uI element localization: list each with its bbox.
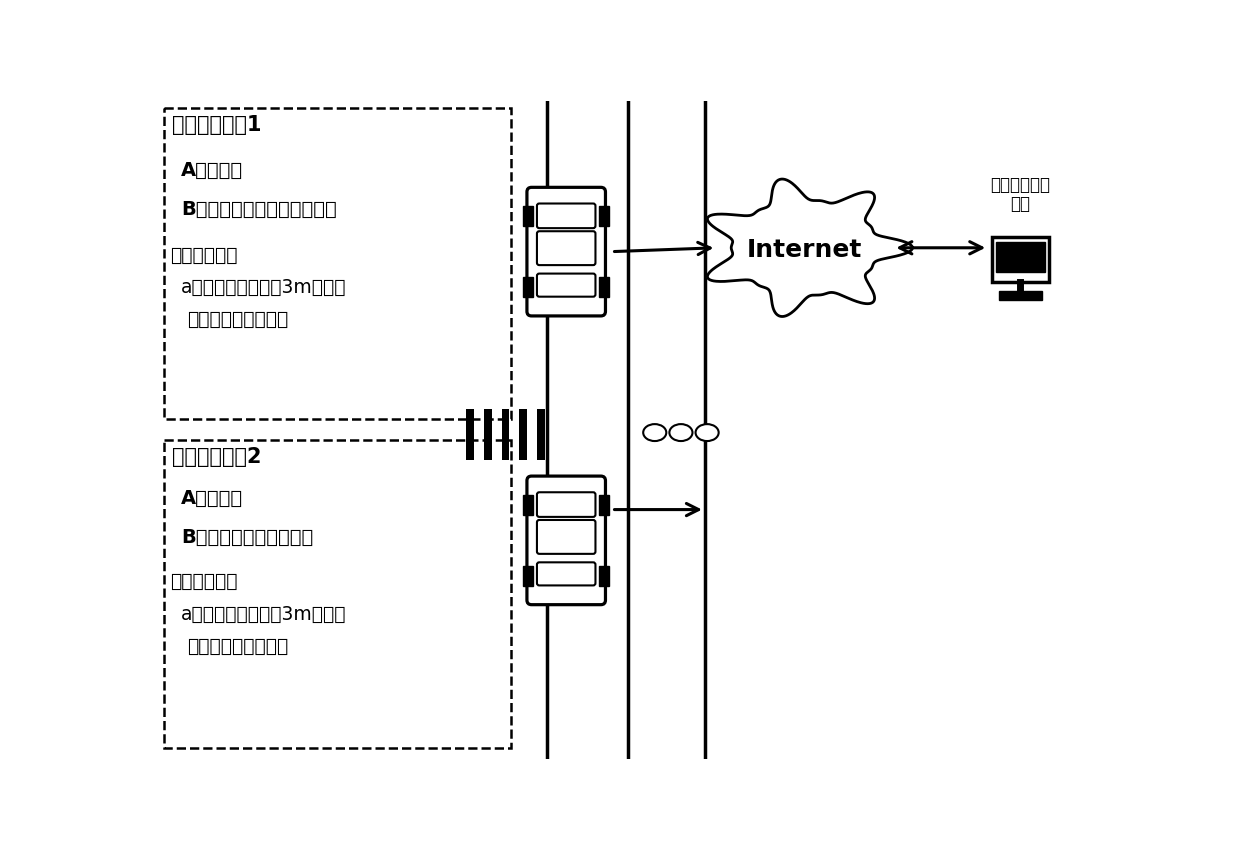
FancyBboxPatch shape [527, 477, 605, 605]
Bar [520, 410, 527, 460]
Text: 道、红绿灯、公交站: 道、红绿灯、公交站 [187, 636, 289, 655]
FancyBboxPatch shape [537, 275, 595, 298]
Ellipse shape [644, 425, 666, 442]
Bar [164, 108, 511, 420]
Ellipse shape [696, 425, 719, 442]
Bar [466, 410, 474, 460]
Text: 道，红绿灯、公交站: 道，红绿灯、公交站 [187, 310, 289, 329]
FancyBboxPatch shape [537, 520, 595, 554]
Text: a：双向直线车道宽3m，人行: a：双向直线车道宽3m，人行 [181, 278, 347, 297]
Text: 红: 红 [651, 429, 658, 438]
Text: 虚拟环境控制: 虚拟环境控制 [991, 176, 1050, 194]
Bar [523, 278, 533, 298]
Text: 静态环境信息: 静态环境信息 [170, 572, 238, 590]
Text: 动态交通场景1: 动态交通场景1 [172, 114, 262, 135]
Bar [992, 238, 1049, 282]
Text: 终端: 终端 [1011, 194, 1030, 212]
FancyBboxPatch shape [527, 189, 605, 316]
Text: A：绿灯亮: A：绿灯亮 [181, 489, 243, 508]
Bar [996, 242, 1045, 273]
Bar [599, 206, 609, 227]
FancyBboxPatch shape [537, 493, 595, 517]
Bar [501, 410, 510, 460]
Bar [164, 441, 511, 748]
Bar [484, 410, 491, 460]
FancyBboxPatch shape [537, 204, 595, 229]
Text: Internet: Internet [748, 238, 863, 262]
Bar [523, 495, 533, 515]
Text: a：双向直线车道宽3m，人行: a：双向直线车道宽3m，人行 [181, 604, 347, 623]
Text: 绿: 绿 [677, 429, 684, 438]
FancyBboxPatch shape [537, 563, 595, 586]
Text: 动态交通场景2: 动态交通场景2 [172, 447, 262, 467]
Bar [599, 495, 609, 515]
Bar [523, 566, 533, 587]
Bar [523, 206, 533, 227]
Text: 静态环境信息: 静态环境信息 [170, 246, 238, 264]
Text: A：红灯亮: A：红灯亮 [181, 161, 243, 180]
FancyBboxPatch shape [537, 232, 595, 266]
Polygon shape [708, 180, 913, 317]
Bar [537, 410, 544, 460]
Text: B：一人过马路，人行道中间: B：一人过马路，人行道中间 [181, 200, 337, 218]
Bar [599, 566, 609, 587]
Text: B：公交车停靠在公交站: B：公交车停靠在公交站 [181, 527, 314, 546]
Ellipse shape [670, 425, 692, 442]
Text: 黄: 黄 [704, 429, 711, 438]
Bar [599, 278, 609, 298]
Bar [999, 292, 1042, 301]
